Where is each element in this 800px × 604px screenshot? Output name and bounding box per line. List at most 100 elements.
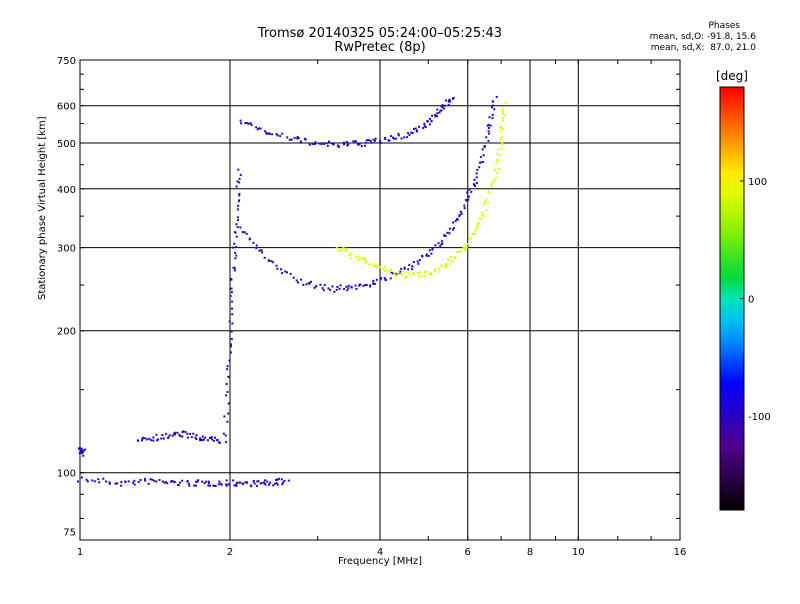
data-point	[369, 285, 372, 288]
data-point	[362, 284, 365, 287]
data-point	[174, 431, 177, 434]
data-point	[417, 262, 420, 265]
data-point	[466, 243, 469, 246]
data-point	[393, 137, 396, 140]
data-point	[293, 137, 296, 140]
data-point	[250, 123, 253, 126]
data-point	[210, 435, 213, 438]
y-tick-label: 200	[57, 327, 76, 338]
data-point	[495, 176, 498, 179]
data-point	[496, 172, 499, 175]
data-point	[226, 420, 229, 423]
data-point	[227, 402, 230, 405]
data-point	[379, 276, 382, 279]
data-point	[443, 233, 446, 236]
x-tick-label: 6	[465, 547, 471, 558]
y-tick-label: 500	[57, 139, 76, 150]
data-point	[331, 285, 334, 288]
data-point	[330, 142, 333, 145]
data-point	[161, 480, 164, 483]
data-point	[209, 484, 212, 487]
chart-subtitle: RwPretec (8p)	[334, 40, 426, 55]
colorbar-tick-label: 0	[748, 295, 754, 306]
data-point	[297, 281, 300, 284]
data-point	[462, 246, 465, 249]
data-point	[342, 141, 345, 144]
data-point	[272, 484, 275, 487]
data-point	[489, 124, 492, 127]
data-point	[358, 284, 361, 287]
data-point	[239, 173, 242, 176]
data-point	[186, 480, 189, 483]
data-point	[249, 122, 252, 125]
data-point	[410, 131, 413, 134]
data-point	[347, 287, 350, 290]
data-point	[250, 484, 253, 487]
data-point	[141, 436, 144, 439]
data-point	[171, 479, 174, 482]
data-point	[491, 100, 494, 103]
data-point	[105, 480, 108, 483]
data-point	[378, 266, 381, 269]
data-point	[300, 278, 303, 281]
data-point	[252, 241, 255, 244]
data-point	[205, 480, 208, 483]
data-point	[184, 430, 187, 433]
data-point	[271, 133, 274, 136]
data-point	[431, 248, 434, 251]
data-point	[133, 479, 136, 482]
data-point	[151, 478, 154, 481]
data-point	[436, 108, 439, 111]
data-point	[77, 480, 80, 483]
data-point	[468, 188, 471, 191]
data-point	[235, 246, 238, 249]
data-point	[403, 266, 406, 269]
data-point	[359, 283, 362, 286]
data-point	[358, 257, 361, 260]
data-point	[144, 437, 147, 440]
data-point	[321, 287, 324, 290]
data-point	[391, 272, 394, 275]
data-point	[161, 434, 164, 437]
data-point	[158, 478, 161, 481]
data-point	[84, 448, 87, 451]
data-point	[336, 285, 339, 288]
data-point	[382, 267, 385, 270]
data-point	[476, 225, 479, 228]
data-point	[233, 484, 236, 487]
data-point	[262, 481, 265, 484]
data-point	[375, 278, 378, 281]
data-point	[485, 198, 488, 201]
data-point	[329, 288, 332, 291]
phase-stats-heading: Phases	[708, 21, 740, 31]
data-point	[501, 143, 504, 146]
data-point	[157, 438, 160, 441]
data-point	[467, 198, 470, 201]
data-point	[459, 213, 462, 216]
data-point	[473, 178, 476, 181]
data-point	[237, 168, 240, 171]
data-point	[447, 258, 450, 261]
data-point	[82, 449, 85, 452]
data-point	[214, 485, 217, 488]
data-point	[226, 365, 229, 368]
data-point	[261, 251, 264, 254]
data-point	[403, 267, 406, 270]
data-point	[500, 136, 503, 139]
data-point	[237, 204, 240, 207]
data-point	[152, 436, 155, 439]
data-point	[345, 285, 348, 288]
data-point	[345, 248, 348, 251]
data-point	[206, 439, 209, 442]
data-point	[187, 482, 190, 485]
data-point	[282, 481, 285, 484]
data-point	[428, 249, 431, 252]
data-point	[430, 252, 433, 255]
data-point	[256, 128, 259, 131]
data-point	[224, 441, 227, 444]
chart-title: Tromsø 20140325 05:24:00–05:25:43	[257, 26, 503, 41]
data-point	[195, 437, 198, 440]
data-point	[235, 483, 238, 486]
data-point	[423, 270, 426, 273]
data-point	[373, 264, 376, 267]
